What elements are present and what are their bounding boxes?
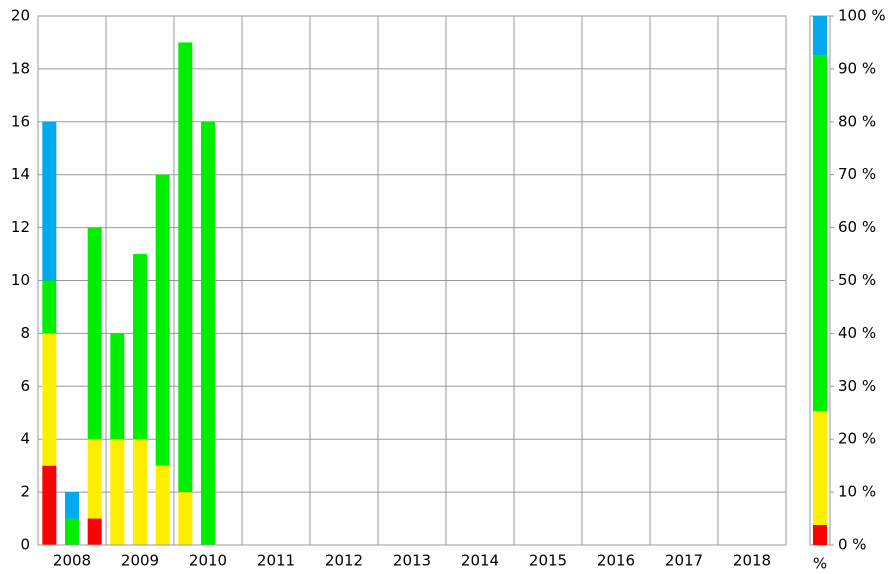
y2-tick-label: 20 % <box>838 430 876 448</box>
bar-segment <box>110 439 125 545</box>
bar-segment <box>87 518 102 545</box>
percent-segment <box>813 524 827 545</box>
bar-segment <box>178 492 193 545</box>
y2-tick-label: 100 % <box>838 7 886 25</box>
bar-segment <box>201 121 215 546</box>
x-tick-label: 2012 <box>325 552 363 570</box>
bar-segment <box>133 439 147 545</box>
y-tick-label: 16 <box>11 112 30 130</box>
plot-frame <box>37 15 787 546</box>
bar-segment <box>110 333 125 440</box>
x-tick-label: 2013 <box>393 552 431 570</box>
x-tick-label: 2010 <box>189 552 227 570</box>
x-tick-label: 2009 <box>121 552 159 570</box>
x-tick-label: 2014 <box>461 552 499 570</box>
y2-tick-label: 50 % <box>838 271 876 289</box>
y2-tick-label: 80 % <box>838 112 876 130</box>
y-tick-label: 6 <box>20 377 30 395</box>
y-tick-label: 8 <box>20 324 30 342</box>
y2-tick-label: 40 % <box>838 324 876 342</box>
y2-tick-label: 0 % <box>838 536 867 554</box>
x-tick-label: 2015 <box>529 552 567 570</box>
x-tick-label: 2016 <box>597 552 635 570</box>
y2-tick-label: 90 % <box>838 59 876 77</box>
x-tick-label: 2018 <box>733 552 771 570</box>
bar-segment <box>155 174 170 466</box>
y-tick-label: 18 <box>11 59 30 77</box>
bar-segment <box>65 518 79 545</box>
bar-segment <box>42 465 57 545</box>
y2-tick-label: 30 % <box>838 377 876 395</box>
bar-segment <box>133 254 147 440</box>
y-tick-label: 2 <box>20 483 30 501</box>
y-tick-label: 12 <box>11 218 30 236</box>
percent-segment <box>813 55 827 412</box>
percent-segment <box>813 411 827 525</box>
x-tick-label: 2008 <box>53 552 91 570</box>
bar-segment <box>42 280 57 334</box>
y-tick-label: 4 <box>20 430 30 448</box>
bar-segment <box>65 492 79 519</box>
bar-segment <box>155 465 170 545</box>
y-tick-label: 20 <box>11 7 30 25</box>
x-tick-label: 2017 <box>665 552 703 570</box>
axis-label: % <box>813 555 827 573</box>
bar-segment <box>178 42 193 493</box>
x-tick-label: 2011 <box>257 552 295 570</box>
percent-segment <box>813 16 827 56</box>
y2-tick-label: 70 % <box>838 165 876 183</box>
bar-segment <box>42 121 57 281</box>
y-tick-label: 10 <box>11 271 30 289</box>
y2-tick-label: 60 % <box>838 218 876 236</box>
bar-segment <box>42 333 57 466</box>
bar-segment <box>87 439 102 519</box>
y-tick-label: 14 <box>11 165 30 183</box>
y-tick-label: 0 <box>20 536 30 554</box>
y2-tick-label: 10 % <box>838 483 876 501</box>
bar-segment <box>87 227 102 440</box>
